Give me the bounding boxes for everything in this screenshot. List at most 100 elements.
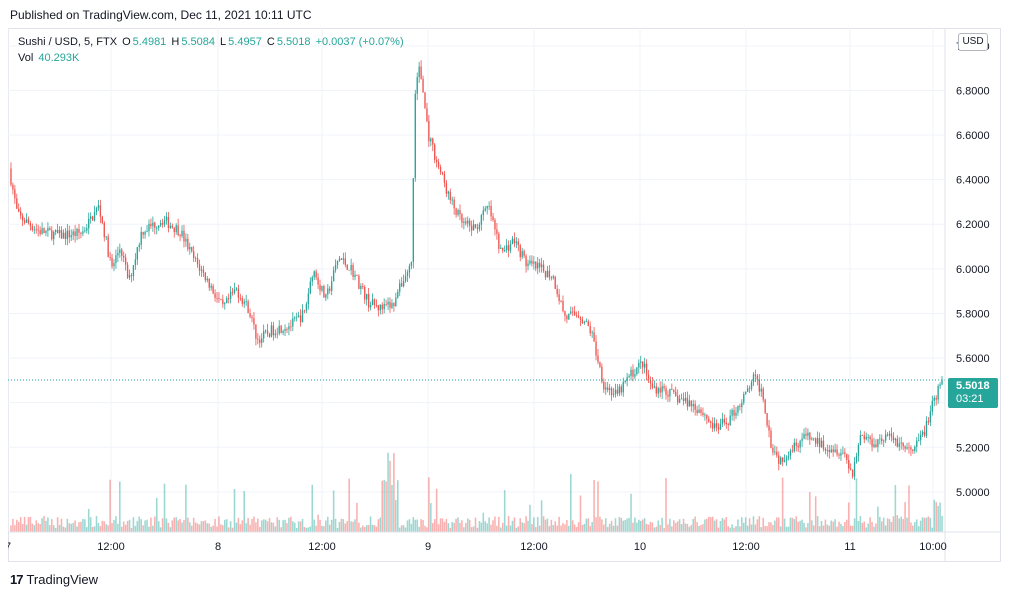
- candle-body: [196, 258, 199, 265]
- volume-bar: [86, 527, 88, 532]
- volume-bar: [58, 524, 61, 532]
- volume-bar: [159, 527, 162, 532]
- candle-body: [869, 436, 871, 440]
- candle-body: [360, 285, 362, 289]
- volume-bar: [741, 517, 743, 532]
- volume-bar: [406, 520, 409, 532]
- candle-body: [764, 399, 766, 414]
- volume-bar: [476, 527, 479, 532]
- volume-bar: [809, 492, 811, 532]
- volume-bar: [10, 525, 12, 532]
- candle-body: [210, 285, 212, 288]
- volume-bar: [35, 520, 38, 532]
- candle-body: [663, 386, 665, 389]
- candle-body: [849, 468, 852, 470]
- volume-bar: [692, 518, 695, 532]
- candle-body: [235, 288, 238, 290]
- volume-bar: [525, 516, 527, 532]
- volume-bar: [803, 522, 805, 532]
- volume-legend-key[interactable]: Vol: [18, 52, 34, 64]
- volume-bar: [134, 525, 137, 532]
- volume-bar: [169, 527, 172, 532]
- volume-bar: [369, 516, 372, 532]
- candle-body: [585, 321, 588, 323]
- candle-body: [941, 379, 943, 385]
- currency-button[interactable]: USD: [958, 33, 988, 51]
- candle-body: [610, 388, 613, 396]
- volume-bar: [737, 519, 739, 532]
- candle-body: [840, 453, 842, 456]
- candle-body: [356, 274, 358, 276]
- candle-body: [397, 291, 399, 298]
- volume-bar: [890, 522, 893, 532]
- volume-bar: [533, 517, 535, 532]
- volume-bar: [383, 479, 385, 532]
- candle-body: [684, 397, 687, 401]
- volume-bar: [729, 527, 731, 532]
- price-tick-label: 6.6000: [956, 130, 990, 142]
- volume-bar: [241, 520, 244, 532]
- candle-body: [671, 388, 673, 390]
- volume-bar: [328, 524, 331, 532]
- candle-body: [134, 259, 137, 266]
- volume-bar: [239, 524, 242, 532]
- volume-bar: [478, 521, 481, 532]
- volume-bar: [892, 516, 895, 532]
- candle-body: [375, 304, 378, 306]
- volume-bar: [746, 525, 749, 532]
- volume-bar: [698, 525, 700, 532]
- volume-bar: [56, 517, 59, 532]
- candle-body: [820, 440, 823, 448]
- candle-body: [208, 278, 210, 288]
- time-tick-label: 10: [634, 541, 646, 553]
- volume-bar: [362, 525, 364, 532]
- candle-body: [636, 367, 638, 375]
- candle-body: [484, 208, 486, 211]
- candle-body: [383, 304, 385, 310]
- volume-bar: [251, 518, 253, 532]
- volume-bar: [14, 525, 16, 532]
- volume-bar: [37, 523, 39, 532]
- volume-bar: [721, 518, 724, 532]
- volume-bar: [793, 519, 796, 532]
- candle-body: [710, 421, 712, 423]
- volume-bar: [795, 516, 798, 532]
- candle-body: [686, 397, 689, 407]
- candle-body: [381, 304, 383, 310]
- volume-bar: [154, 516, 156, 532]
- candle-body: [389, 301, 391, 308]
- candle-body: [867, 436, 869, 438]
- candle-body: [119, 249, 121, 254]
- volume-bar: [155, 497, 158, 532]
- candle-body: [488, 205, 490, 207]
- volume-bar: [21, 524, 24, 532]
- candle-body: [229, 291, 232, 299]
- candle-body: [126, 264, 129, 278]
- candle-body: [290, 326, 292, 328]
- price-chart[interactable]: 7.00006.80006.60006.40006.20006.00005.80…: [8, 28, 1001, 562]
- candle-body: [519, 245, 521, 258]
- tradingview-logo[interactable]: 17 TradingView: [10, 572, 98, 587]
- volume-bar: [82, 518, 84, 532]
- volume-bar: [119, 481, 121, 532]
- candle-body: [150, 223, 152, 227]
- volume-bar: [859, 516, 862, 532]
- volume-bar: [834, 519, 836, 532]
- candle-body: [53, 231, 55, 240]
- volume-bar: [855, 478, 858, 532]
- candle-body: [690, 400, 692, 407]
- volume-bar: [569, 473, 572, 532]
- candle-body: [86, 228, 88, 231]
- volume-bar: [873, 526, 875, 532]
- volume-bar: [354, 519, 356, 532]
- volume-bar: [651, 522, 654, 532]
- candle-body: [669, 388, 671, 397]
- volume-bar: [379, 517, 382, 532]
- candle-body: [29, 223, 32, 227]
- legend-symbol[interactable]: Sushi / USD, 5, FTX: [18, 36, 118, 48]
- candle-body: [605, 387, 607, 390]
- volume-bar: [208, 523, 211, 532]
- volume-bar: [408, 519, 411, 532]
- candle-body: [321, 286, 323, 291]
- volume-bar: [896, 515, 899, 532]
